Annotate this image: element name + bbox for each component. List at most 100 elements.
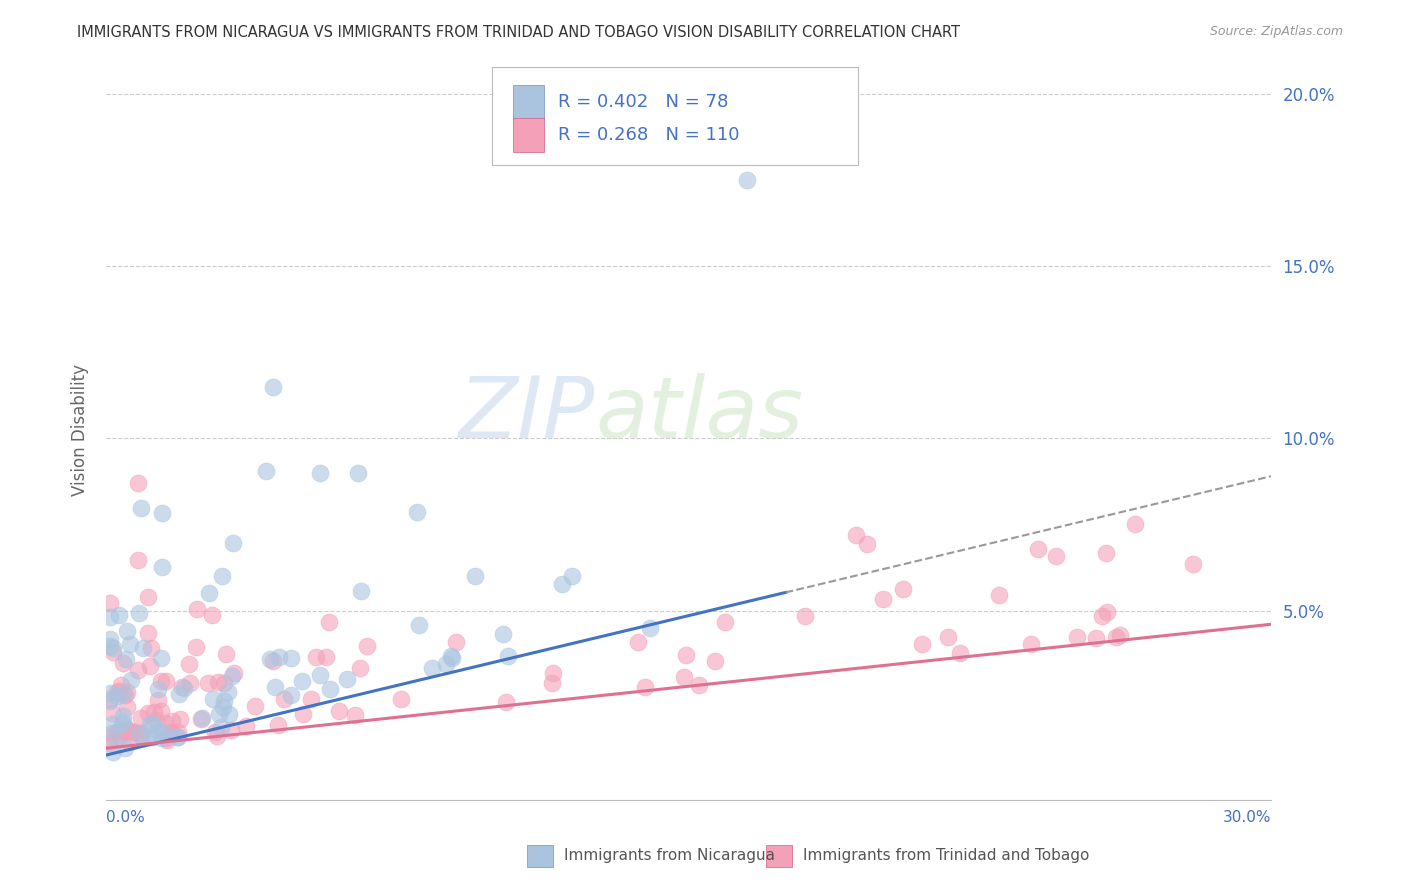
Point xyxy=(949,646,972,660)
Point xyxy=(1109,628,1132,642)
Point xyxy=(440,648,463,663)
Point xyxy=(1026,542,1049,557)
Point xyxy=(101,746,124,760)
Point xyxy=(389,691,412,706)
Point xyxy=(115,699,138,714)
Text: Immigrants from Nicaragua: Immigrants from Nicaragua xyxy=(564,848,775,863)
Point xyxy=(118,735,141,749)
Point xyxy=(146,723,169,738)
Point xyxy=(464,569,486,583)
Point xyxy=(108,730,131,744)
Point xyxy=(138,706,160,720)
Point xyxy=(111,687,134,701)
Point xyxy=(315,650,337,665)
Point xyxy=(267,717,290,731)
Point xyxy=(129,501,152,516)
Point xyxy=(318,615,340,630)
Point xyxy=(291,674,314,689)
Point xyxy=(254,465,277,479)
Point xyxy=(127,664,149,678)
Point xyxy=(167,731,190,745)
Point xyxy=(1105,630,1128,644)
Point xyxy=(110,678,132,692)
Point xyxy=(561,569,583,583)
Point xyxy=(127,476,149,491)
Point xyxy=(146,681,169,696)
Point xyxy=(114,688,136,702)
Point xyxy=(149,673,172,688)
Point xyxy=(101,706,124,720)
Point xyxy=(112,723,135,738)
Point xyxy=(318,682,340,697)
Point xyxy=(308,466,330,480)
Point xyxy=(129,711,152,725)
Point xyxy=(212,700,235,714)
Point xyxy=(156,733,179,747)
Point xyxy=(98,610,121,624)
Point xyxy=(211,569,233,583)
Point xyxy=(405,505,427,519)
Point xyxy=(155,716,177,731)
Point xyxy=(100,717,122,731)
Point xyxy=(1182,558,1205,572)
Point xyxy=(262,380,284,394)
Point xyxy=(190,712,212,726)
Point xyxy=(167,724,190,739)
Point xyxy=(434,657,457,672)
Point xyxy=(201,607,224,622)
Point xyxy=(153,726,176,740)
Point xyxy=(273,692,295,706)
Point xyxy=(209,720,232,734)
Point xyxy=(343,707,366,722)
Point xyxy=(107,723,129,738)
Point xyxy=(208,706,231,721)
Point xyxy=(117,624,139,639)
Point xyxy=(128,727,150,741)
Point xyxy=(872,592,894,607)
Point xyxy=(111,709,134,723)
Point xyxy=(1095,606,1118,620)
Point xyxy=(498,648,520,663)
Point xyxy=(139,716,162,731)
Point xyxy=(173,681,195,695)
Text: Source: ZipAtlas.com: Source: ZipAtlas.com xyxy=(1209,25,1343,38)
Point xyxy=(149,651,172,665)
Point xyxy=(112,714,135,729)
Point xyxy=(101,641,124,656)
Point xyxy=(491,627,513,641)
Point xyxy=(280,689,302,703)
Point xyxy=(703,654,725,668)
Point xyxy=(111,656,134,670)
Point xyxy=(221,723,243,738)
Point xyxy=(120,673,142,688)
Text: R = 0.402   N = 78: R = 0.402 N = 78 xyxy=(558,93,728,111)
Point xyxy=(150,731,173,745)
Point xyxy=(159,726,181,740)
Text: R = 0.268   N = 110: R = 0.268 N = 110 xyxy=(558,126,740,144)
Point xyxy=(634,680,657,694)
Point xyxy=(910,637,932,651)
Point xyxy=(444,635,467,649)
Point xyxy=(235,719,257,733)
Point xyxy=(103,644,125,658)
Point xyxy=(114,741,136,756)
Point xyxy=(794,609,817,624)
Point xyxy=(105,689,128,703)
Text: 30.0%: 30.0% xyxy=(1223,810,1271,825)
Point xyxy=(638,621,661,635)
Point xyxy=(891,582,914,597)
Point xyxy=(121,724,143,739)
Text: Immigrants from Trinidad and Tobago: Immigrants from Trinidad and Tobago xyxy=(803,848,1090,863)
Point xyxy=(262,655,284,669)
Point xyxy=(212,676,235,690)
Point xyxy=(98,632,121,646)
Point xyxy=(139,641,162,656)
Point xyxy=(115,722,138,736)
Point xyxy=(128,606,150,620)
Point xyxy=(197,676,219,690)
Point xyxy=(98,694,121,708)
Point xyxy=(111,716,134,731)
Point xyxy=(214,694,236,708)
Point xyxy=(117,723,139,737)
Point xyxy=(149,704,172,718)
